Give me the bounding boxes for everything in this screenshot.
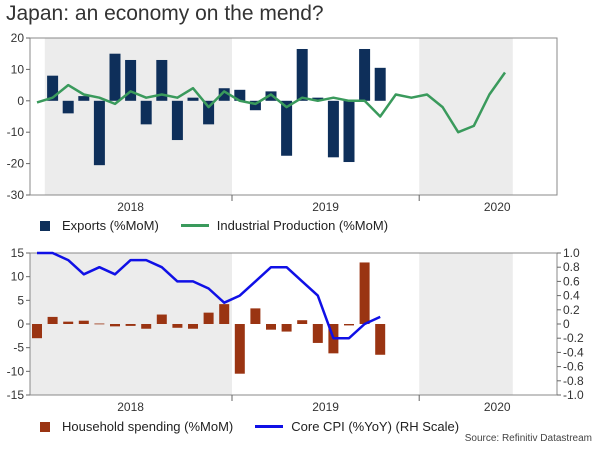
bar-2018-08 xyxy=(156,59,168,101)
bar-2019-04 xyxy=(281,100,293,156)
legend-bottom: Household spending (%MoM) Core CPI (%YoY… xyxy=(40,419,481,434)
y2-tick-label: 0.2 xyxy=(563,303,580,317)
bar-2019-09 xyxy=(359,48,371,101)
bar-2019-10 xyxy=(374,67,386,101)
bar-2018-09 xyxy=(172,324,183,328)
bar-2018-07 xyxy=(141,324,152,329)
bar-2019-05 xyxy=(296,48,308,101)
bar-2018-04 xyxy=(93,100,105,166)
shaded-period-2 xyxy=(419,38,513,195)
bar-2019-08 xyxy=(343,100,355,163)
y-tick-label: -30 xyxy=(7,188,25,202)
y-tick-label: -5 xyxy=(13,341,24,355)
line-series xyxy=(37,251,381,340)
bar-2019-01 xyxy=(234,89,246,101)
bar-2018-10 xyxy=(187,97,199,101)
bar-2019-06 xyxy=(312,324,323,343)
y-tick-label: 10 xyxy=(11,270,25,284)
source-note: Source: Refinitiv Datastream xyxy=(464,433,592,444)
y-tick-label: 0 xyxy=(17,317,24,331)
y2-tick-label: 0 xyxy=(563,317,570,331)
legend-label-household: Household spending (%MoM) xyxy=(62,419,234,434)
line-series xyxy=(36,71,507,134)
bar-2018-06 xyxy=(125,324,136,326)
legend-label-industrial: Industrial Production (%MoM) xyxy=(216,218,389,233)
y2-tick-label: -0.2 xyxy=(563,331,584,345)
bar-2019-08 xyxy=(344,324,354,326)
y-tick-label: 5 xyxy=(17,293,24,307)
bar-2018-03 xyxy=(78,96,90,101)
bar-2018-11 xyxy=(203,312,214,324)
shaded-period-2 xyxy=(419,253,513,395)
bar-2018-02 xyxy=(63,321,74,324)
legend-item-household: Household spending (%MoM) xyxy=(40,419,233,434)
y-tick-label: 0 xyxy=(17,94,24,108)
y2-tick-label: 1.0 xyxy=(563,246,580,260)
bar-2018-01 xyxy=(47,316,58,324)
bar-2019-07 xyxy=(327,100,339,158)
x-year-label: 2018 xyxy=(117,400,144,414)
y-tick-label: -15 xyxy=(7,388,25,402)
bar-2018-12 xyxy=(219,304,230,324)
x-year-label: 2019 xyxy=(312,400,339,414)
bar-2018-09 xyxy=(171,100,183,141)
bar-2018-05 xyxy=(110,324,120,327)
chart-panel-1: 20 10 0 -10 -20 -30 2018 2019 2020 xyxy=(7,31,558,214)
y2-tick-label: -1.0 xyxy=(563,388,584,402)
page-title: Japan: an economy on the mend? xyxy=(6,2,324,25)
legend-label-exports: Exports (%MoM) xyxy=(62,218,159,233)
bar-2019-06 xyxy=(312,97,324,101)
y-tick-label: 20 xyxy=(11,31,25,45)
legend-item-industrial: Industrial Production (%MoM) xyxy=(180,218,389,233)
y2-tick-label: -0.4 xyxy=(563,345,584,359)
plot-frame xyxy=(29,37,558,196)
legend-label-cpi: Core CPI (%YoY) (RH Scale) xyxy=(291,419,460,434)
x-year-label: 2020 xyxy=(484,200,511,214)
y2-tick-label: -0.6 xyxy=(563,360,584,374)
bar-2018-03 xyxy=(78,320,89,324)
y-tick-label: 10 xyxy=(11,62,25,76)
bar-2019-05 xyxy=(297,320,308,324)
x-year-label: 2018 xyxy=(117,200,144,214)
bar-2019-01 xyxy=(234,324,245,374)
shaded-period-1 xyxy=(44,38,232,195)
chart-panel-2: 151050-5-10-151.00.80.60.40.20-0.2-0.4-0… xyxy=(7,246,584,414)
y2-tick-label: -0.8 xyxy=(563,374,584,388)
bar-2017-12 xyxy=(32,324,42,339)
legend-item-exports: Exports (%MoM) xyxy=(40,218,159,233)
legend-item-cpi: Core CPI (%YoY) (RH Scale) xyxy=(255,419,459,434)
legend-swatch-household xyxy=(40,421,50,432)
bar-2019-02 xyxy=(250,308,261,324)
y-tick-label: -10 xyxy=(7,364,25,378)
y-tick-label: 15 xyxy=(11,246,25,260)
legend-top: Exports (%MoM) Industrial Production (%M… xyxy=(40,218,410,233)
bar-2018-07 xyxy=(140,100,152,125)
bar-2019-02 xyxy=(249,100,261,111)
y2-tick-label: 0.6 xyxy=(563,274,580,288)
y2-tick-label: 0.8 xyxy=(563,260,580,274)
bar-2018-01 xyxy=(47,75,59,101)
bar-2018-08 xyxy=(156,314,167,324)
bar-2019-10 xyxy=(375,324,386,355)
legend-swatch-industrial xyxy=(180,224,209,227)
y-tick-label: -20 xyxy=(7,157,25,171)
bar-2019-09 xyxy=(359,262,370,324)
bar-2018-04 xyxy=(94,323,105,325)
x-year-label: 2019 xyxy=(312,200,339,214)
bar-2018-10 xyxy=(188,324,198,329)
legend-swatch-exports xyxy=(40,220,50,231)
y-tick-label: -10 xyxy=(7,125,25,139)
y2-tick-label: 0.4 xyxy=(563,289,580,303)
legend-swatch-cpi xyxy=(255,425,284,428)
bar-2018-06 xyxy=(125,59,137,101)
bar-2018-11 xyxy=(203,100,215,125)
bar-2018-02 xyxy=(62,100,74,114)
bar-2019-04 xyxy=(281,324,292,332)
bar-2019-03 xyxy=(266,324,276,330)
bar-2018-05 xyxy=(109,53,121,101)
bar-2018-12 xyxy=(218,88,230,101)
x-year-label: 2020 xyxy=(484,400,511,414)
